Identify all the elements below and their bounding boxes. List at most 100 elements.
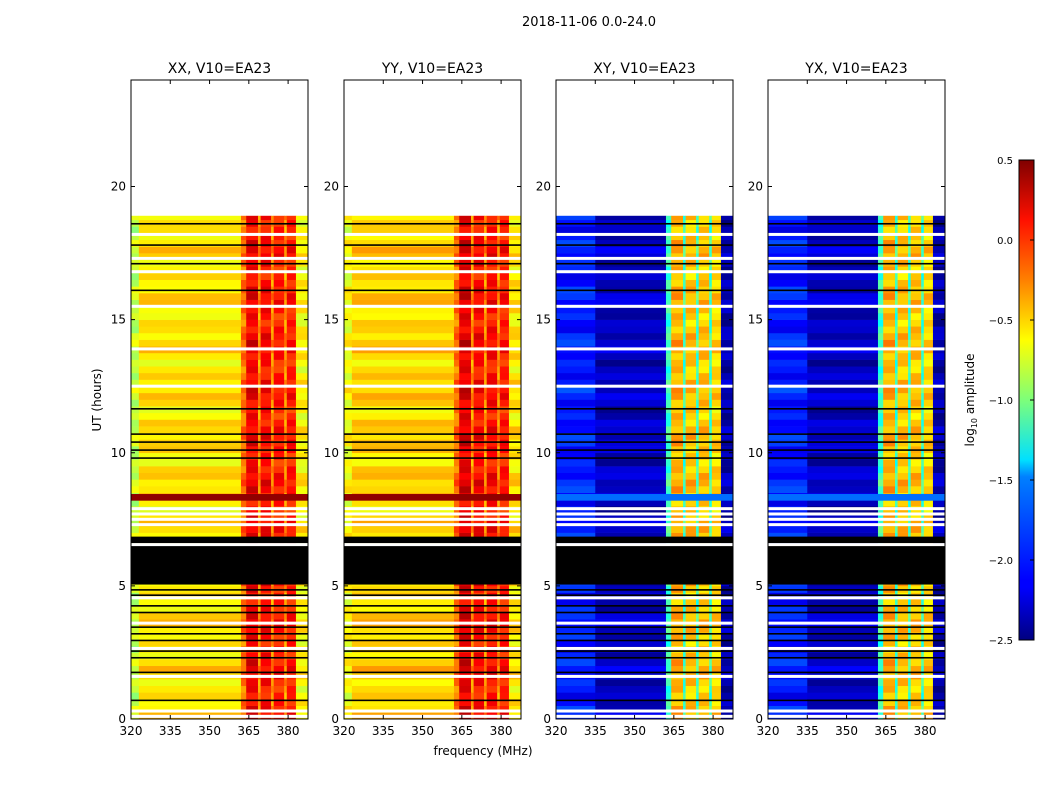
heatmap-cell (459, 472, 472, 480)
heatmap-cell (671, 266, 684, 274)
heatmap-cell (923, 459, 934, 467)
heatmap-cell (711, 612, 722, 620)
heatmap-cell (908, 366, 911, 374)
colorbar-tick-label: −1.0 (989, 396, 1013, 407)
heatmap-cell (665, 499, 672, 507)
heatmap-cell (807, 452, 879, 460)
heatmap-cell (497, 625, 501, 633)
heatmap-cell (768, 632, 808, 640)
heatmap-cell (877, 639, 884, 647)
heatmap-cell (486, 612, 498, 620)
heatmap-cell (894, 659, 898, 667)
heatmap-cell (240, 439, 247, 447)
heatmap-cell (473, 519, 485, 527)
heatmap-cell (910, 279, 922, 287)
heatmap-cell (720, 625, 734, 633)
heatmap-cell (932, 525, 946, 533)
heatmap-cell (698, 293, 710, 300)
heatmap-cell (709, 233, 713, 241)
heatmap-cell (897, 685, 909, 693)
heatmap-cell (486, 233, 498, 241)
heatmap-cell (273, 293, 285, 300)
heatmap-cell (894, 399, 898, 407)
heatmap-cell (453, 332, 460, 340)
heatmap-cell (877, 625, 884, 633)
heatmap-cell (671, 592, 684, 600)
heatmap-cell (807, 632, 879, 640)
heatmap-cell (682, 426, 686, 434)
heatmap-cell (284, 233, 288, 241)
heatmap-cell (284, 392, 288, 400)
x-tick-label: 350 (835, 724, 858, 738)
heatmap-cell (131, 226, 140, 234)
heatmap-cell (720, 266, 734, 274)
heatmap-cell (696, 372, 699, 380)
heatmap-cell (246, 426, 259, 434)
heatmap-cell (894, 692, 898, 700)
heatmap-cell (459, 392, 472, 400)
heatmap-cell (877, 319, 884, 327)
heatmap-cell (883, 386, 896, 394)
heatmap-cell (595, 246, 667, 254)
heatmap-cell (271, 239, 274, 247)
heatmap-cell (240, 279, 247, 287)
heatmap-cell (671, 519, 684, 527)
heatmap-cell (508, 486, 522, 493)
heatmap-cell (595, 319, 667, 327)
heatmap-cell (671, 692, 684, 700)
heatmap-cell (284, 432, 288, 440)
heatmap-cell (271, 319, 274, 327)
heatmap-cell (131, 339, 140, 347)
heatmap-cell (910, 659, 922, 667)
heatmap-cell (910, 299, 922, 307)
heatmap-cell (473, 486, 485, 493)
heatmap-cell (295, 332, 309, 340)
heatmap-cell (910, 312, 922, 320)
flagged-black-line (768, 671, 945, 674)
heatmap-cell (671, 319, 684, 327)
heatmap-cell (351, 215, 455, 221)
heatmap-cell (459, 525, 472, 533)
heatmap-cell (665, 299, 672, 307)
heatmap-cell (470, 452, 474, 460)
heatmap-cell (295, 452, 309, 460)
heatmap-cell (665, 215, 672, 221)
heatmap-cell (897, 293, 909, 300)
heatmap-cell (696, 359, 699, 367)
heatmap-cell (499, 426, 510, 434)
flagged-white-line (556, 523, 733, 527)
heatmap-cell (908, 512, 911, 520)
heatmap-cell (453, 293, 460, 300)
heatmap-cell (499, 632, 510, 640)
heatmap-cell (883, 459, 896, 467)
heatmap-cell (486, 605, 498, 613)
heatmap-cell (284, 665, 288, 673)
heatmap-cell (497, 226, 501, 234)
heatmap-cell (499, 239, 510, 247)
heatmap-cell (682, 293, 686, 300)
heatmap-cell (665, 279, 672, 287)
heatmap-cell (257, 399, 261, 407)
flagged-black-line (131, 222, 308, 225)
heatmap-cell (894, 339, 898, 347)
heatmap-cell (709, 499, 713, 507)
heatmap-cell (284, 246, 288, 254)
heatmap-cell (484, 226, 487, 234)
heatmap-cell (665, 452, 672, 460)
heatmap-cell (271, 406, 274, 414)
heatmap-cell (497, 312, 501, 320)
heatmap-cell (473, 266, 485, 274)
heatmap-cell (484, 472, 487, 480)
heatmap-cell (897, 466, 909, 474)
heatmap-cell (709, 512, 713, 520)
heatmap-cell (486, 226, 498, 234)
heatmap-cell (709, 652, 713, 660)
heatmap-cell (682, 525, 686, 533)
heatmap-cell (910, 699, 922, 706)
heatmap-cell (351, 273, 455, 280)
flagged-white-line (768, 256, 945, 260)
heatmap-cell (246, 306, 259, 314)
heatmap-cell (273, 306, 285, 314)
heatmap-cell (595, 612, 667, 620)
heatmap-cell (286, 599, 297, 607)
